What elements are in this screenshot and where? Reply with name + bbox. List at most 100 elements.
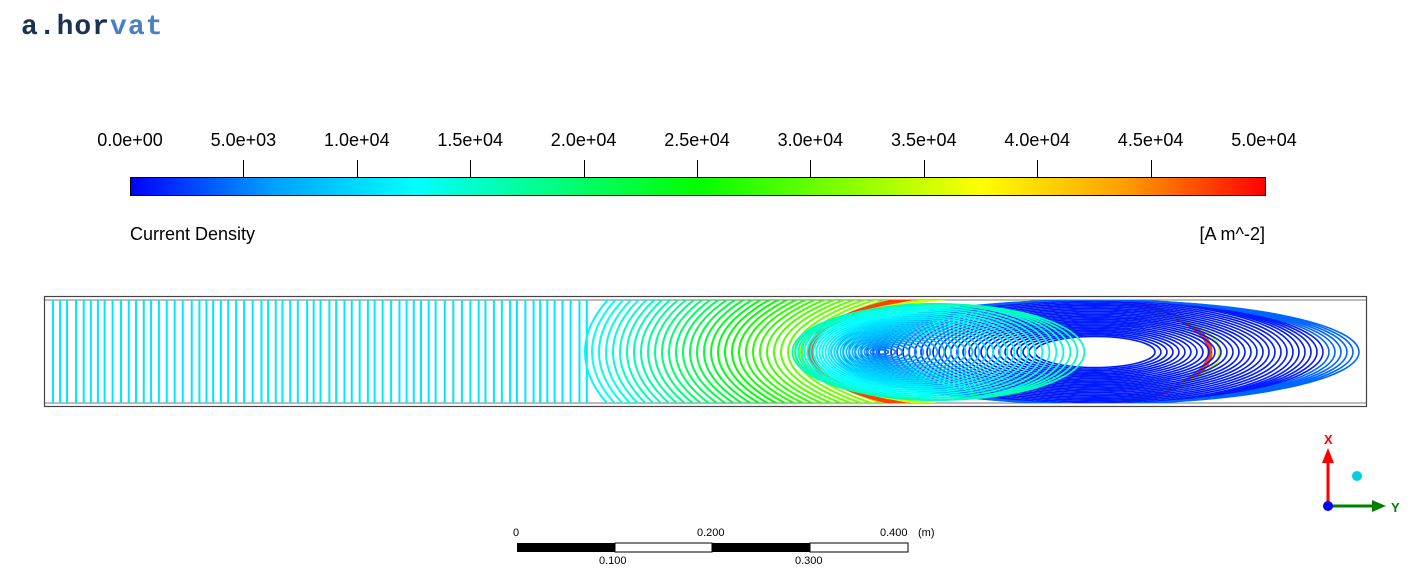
- scale-label-0100: 0.100: [599, 555, 627, 567]
- streamline: [866, 343, 911, 361]
- colorbar-tick-label: 1.0e+04: [324, 130, 390, 150]
- streamline: [1010, 329, 1180, 375]
- streamline: [806, 305, 1051, 399]
- streamline: [815, 310, 1030, 394]
- streamline: [857, 337, 932, 367]
- streamline: [845, 329, 960, 375]
- x-arrow-icon: [1322, 448, 1334, 463]
- streamline: [787, 300, 857, 403]
- streamline: [938, 310, 1252, 394]
- streamline: [830, 320, 995, 384]
- streamline: [968, 318, 1222, 386]
- scale-label-0200: 0.200: [697, 527, 725, 539]
- axes-triad: X Y: [1322, 432, 1400, 515]
- colorbar-tick-mark: [243, 160, 245, 177]
- streamline: [710, 300, 754, 403]
- streamline: [619, 300, 648, 403]
- colorbar-tick-label: 4.0e+04: [1004, 130, 1070, 150]
- colorbar-tick-label: 2.5e+04: [664, 130, 730, 150]
- z-axis-dot-icon: [1323, 501, 1333, 511]
- watermark-logo: a.horvat: [21, 12, 164, 43]
- streamline: [842, 327, 967, 377]
- streamline: [773, 300, 837, 403]
- streamline: [745, 300, 799, 403]
- view-center-dot-icon: [1352, 471, 1362, 481]
- streamline: [654, 300, 688, 403]
- streamline: [812, 308, 1037, 396]
- colorbar-tick-mark: [583, 160, 585, 177]
- colorbar-tick-label: 3.0e+04: [777, 130, 844, 150]
- scale-label-0: 0: [513, 527, 520, 539]
- streamline: [833, 322, 988, 382]
- streamline: [875, 348, 890, 356]
- colorbar-tick-mark: [1037, 160, 1039, 177]
- streamline: [724, 300, 772, 403]
- streamline: [598, 300, 625, 403]
- streamline: [640, 300, 672, 403]
- streamline: [884, 300, 1306, 403]
- streamline: [626, 300, 656, 403]
- streamline: [962, 316, 1228, 388]
- colorbar-tick-label: 0.0e+00: [97, 130, 163, 150]
- legend-title: Current Density: [130, 224, 256, 244]
- streamline: [612, 300, 641, 403]
- x-axis-label: X: [1324, 432, 1333, 447]
- streamline: [661, 300, 696, 403]
- colorbar: [130, 177, 1266, 196]
- colorbar-tick-label: 5.0e+04: [1231, 130, 1297, 150]
- streamline: [998, 326, 1192, 378]
- streamline: [809, 307, 1044, 397]
- streamline: [780, 300, 847, 403]
- colorbar-tick-label: 4.5e+04: [1117, 130, 1184, 150]
- streamline: [890, 300, 1300, 403]
- streamline: [914, 304, 1276, 400]
- streamline: [821, 314, 1016, 390]
- streamline: [836, 324, 981, 380]
- streamline: [752, 300, 808, 403]
- streamline: [860, 339, 925, 365]
- colorbar-tick-mark: [697, 160, 698, 177]
- streamline: [703, 300, 746, 403]
- streamline: [854, 335, 939, 369]
- streamline: [591, 300, 617, 403]
- streamline: [675, 300, 712, 403]
- streamline: [791, 303, 1086, 401]
- streamline: [731, 300, 781, 403]
- streamline: [920, 305, 1270, 399]
- colorbar-tick-mark: [356, 160, 358, 177]
- colorbar-tick-label: 1.5e+04: [437, 130, 503, 150]
- streamline: [798, 300, 1222, 403]
- streamline: [605, 300, 633, 403]
- scale-label-0400: 0.400: [880, 527, 908, 539]
- streamline: [824, 316, 1009, 388]
- streamline: [689, 300, 729, 403]
- streamline: [633, 300, 664, 403]
- scale-unit: (m): [918, 527, 935, 539]
- streamline: [717, 300, 763, 403]
- streamline: [974, 319, 1216, 384]
- streamline: [584, 300, 610, 403]
- streamline: [956, 315, 1234, 389]
- colorbar-tick-label: 5.0e+03: [210, 130, 277, 150]
- y-axis-label: Y: [1391, 500, 1400, 515]
- streamline: [759, 300, 818, 403]
- streamline: [932, 309, 1258, 395]
- domain-outline: [43, 295, 1368, 408]
- colorbar-tick-mark: [470, 160, 472, 177]
- streamline: [980, 321, 1210, 383]
- colorbar-tick-mark: [923, 160, 925, 177]
- streamline: [869, 345, 904, 359]
- streamline: [839, 326, 974, 378]
- streamline: [738, 300, 790, 403]
- streamline: [1022, 332, 1168, 372]
- streamline: [851, 333, 946, 371]
- streamline: [1016, 330, 1174, 374]
- streamline: [827, 318, 1002, 386]
- colorbar-tick-label: 2.0e+04: [550, 130, 617, 150]
- streamline: [766, 300, 827, 403]
- streamlines: [52, 300, 1360, 403]
- y-arrow-icon: [1372, 500, 1386, 512]
- colorbar-tick-label: 3.5e+04: [891, 130, 957, 150]
- streamline: [682, 300, 721, 403]
